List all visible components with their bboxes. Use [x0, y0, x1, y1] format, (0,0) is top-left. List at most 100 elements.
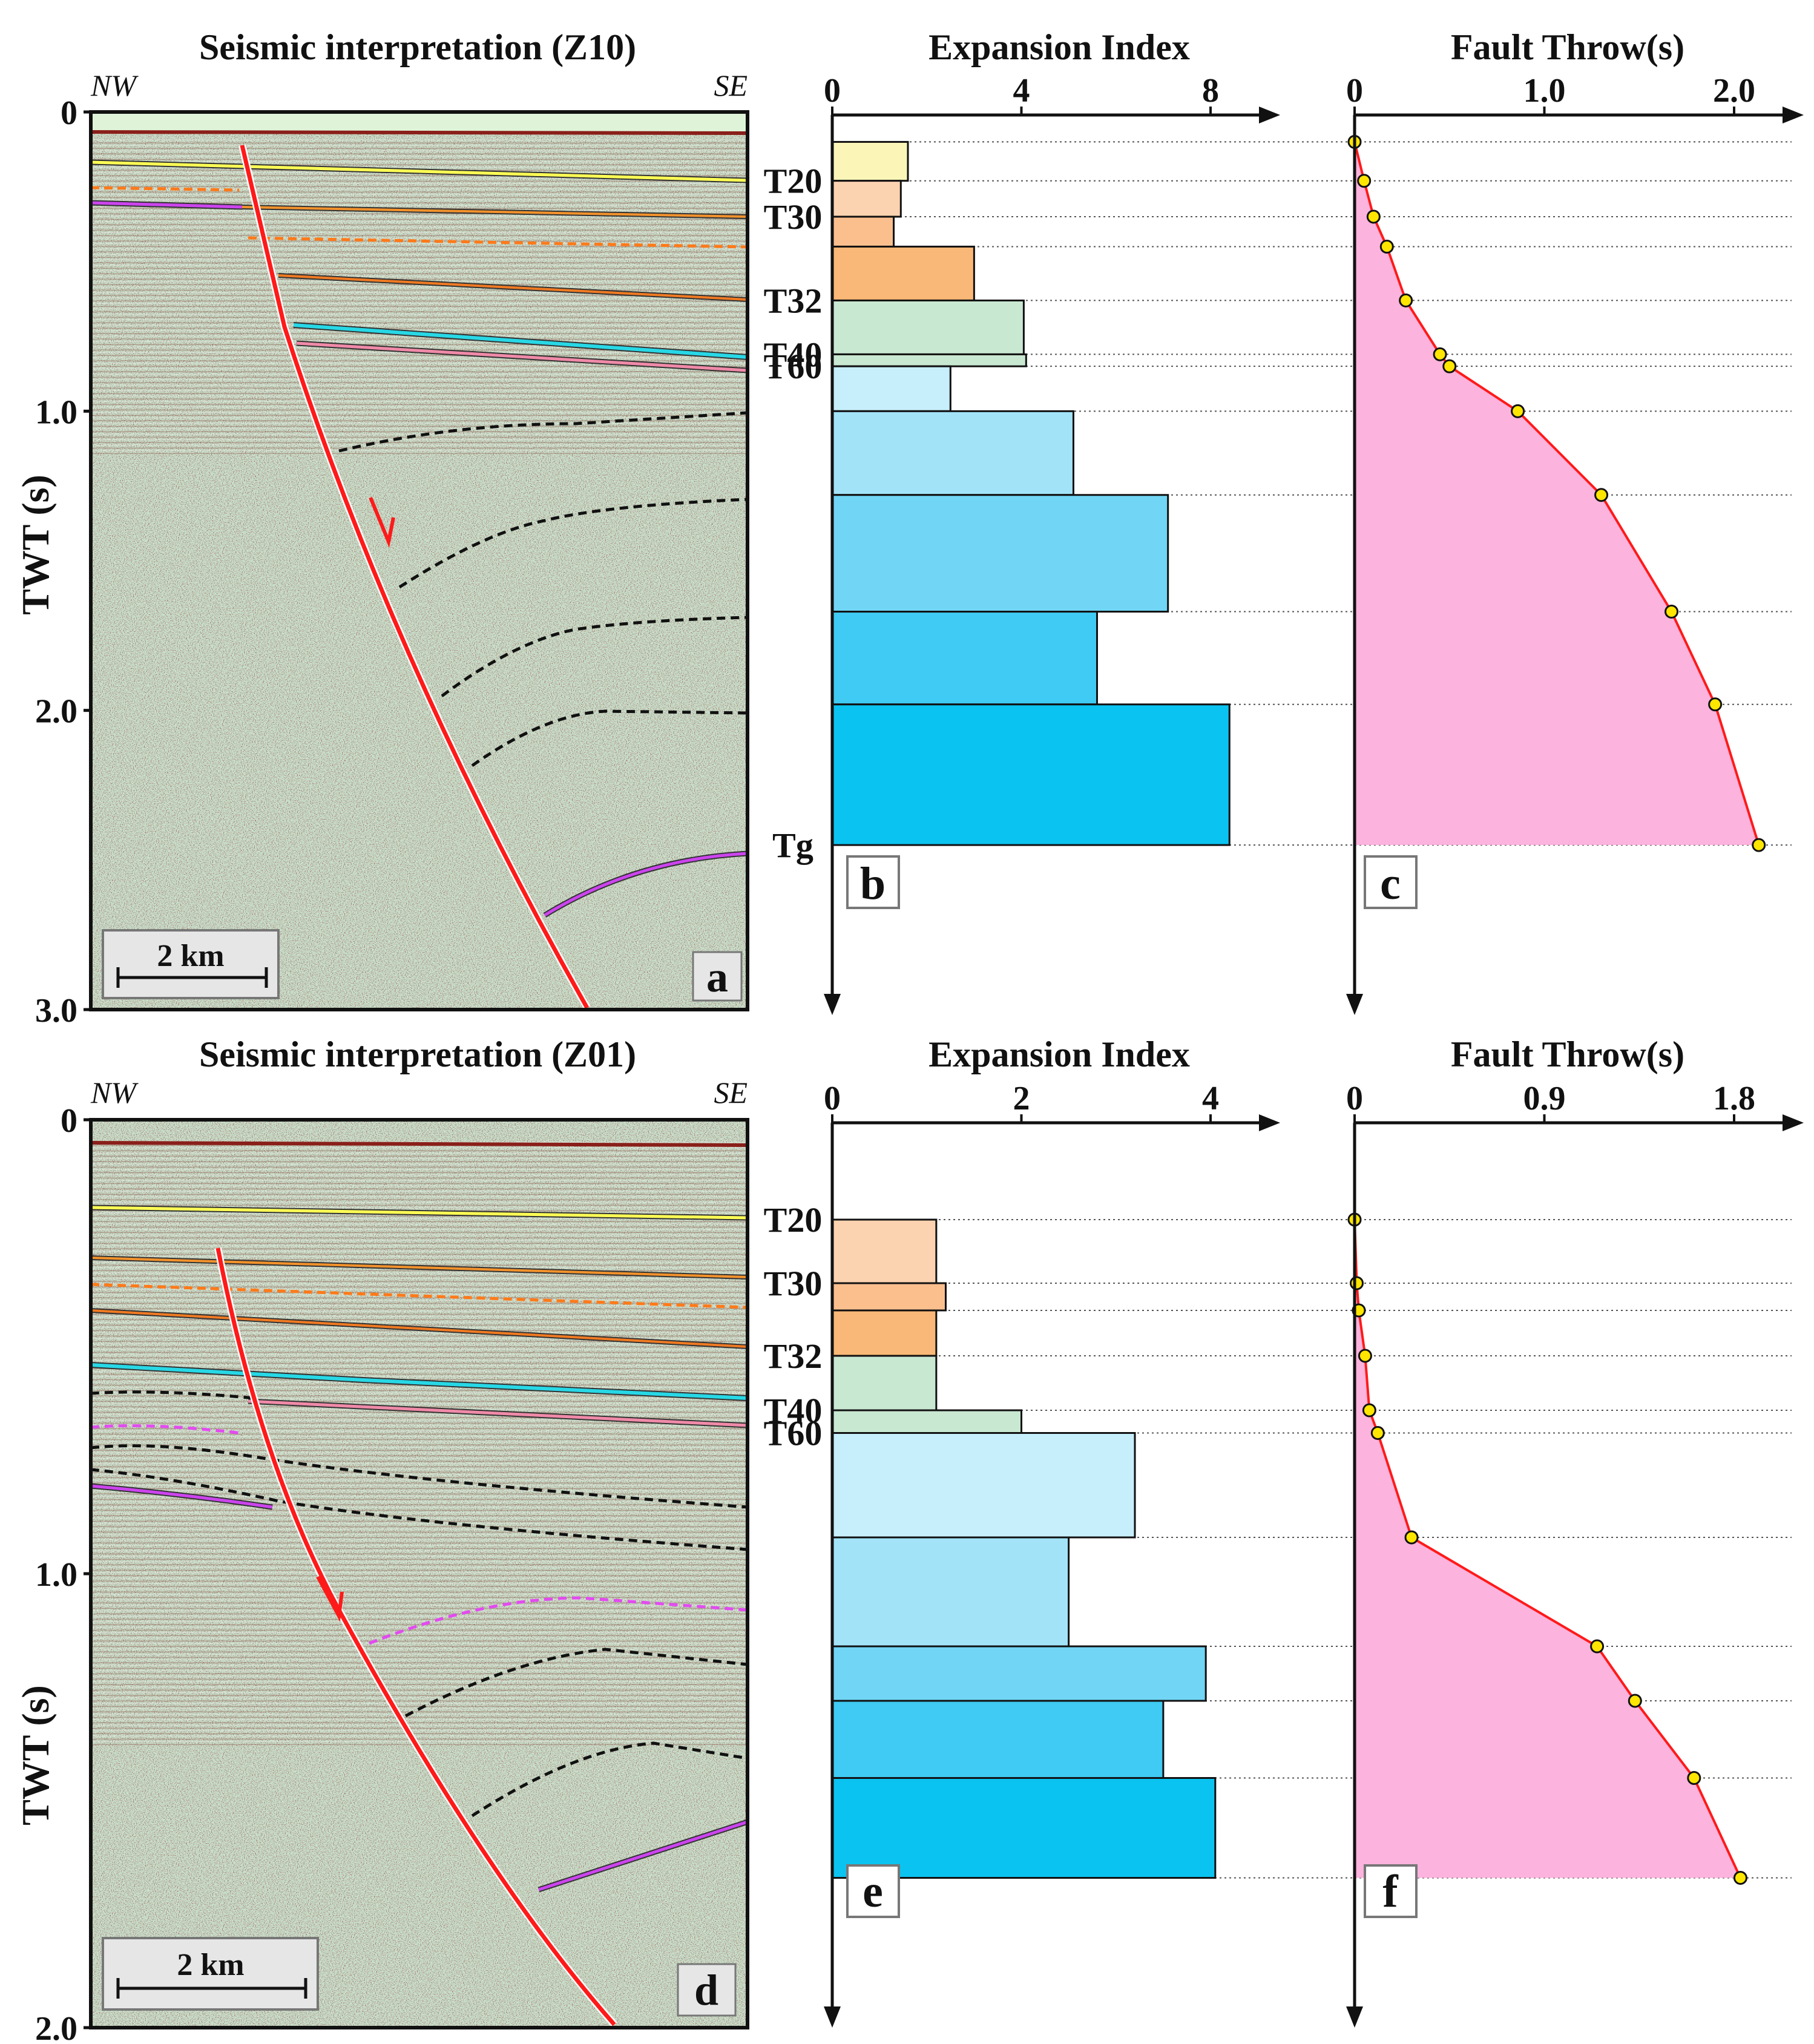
seismic-frame — [89, 1118, 749, 2029]
seismic-frame — [89, 110, 749, 1011]
horizon-label: T20 — [764, 1200, 823, 1240]
horizon-pink-core — [296, 341, 748, 372]
x-tick-label: 0 — [824, 1080, 841, 1117]
scale-box — [102, 1937, 319, 2011]
expansion-title: Expansion Index — [928, 27, 1190, 67]
x-axis-arrow — [1259, 107, 1280, 123]
horizon-yellow-core — [90, 160, 748, 182]
se-label: SE — [714, 1076, 748, 1109]
seismic-layering — [91, 1141, 748, 1746]
horizon-cyan-core — [293, 323, 748, 359]
x-tick-label: 2 — [1013, 1080, 1030, 1117]
horizon-orange-1-core — [242, 206, 748, 218]
throw-point — [1442, 359, 1457, 373]
y-tick-label: 0 — [61, 94, 77, 132]
horizon-label: T32 — [764, 1336, 823, 1376]
horizon-dash-2 — [90, 1444, 748, 1509]
y-tick-label: 1.0 — [35, 1556, 77, 1594]
panel-letter-box — [846, 855, 900, 909]
y-tick-label: 1.0 — [35, 393, 77, 431]
seismic-layering — [91, 139, 748, 454]
fault-line-core — [240, 145, 590, 1009]
horizon-label: T30 — [764, 1264, 823, 1303]
horizon-dash-5 — [471, 1741, 748, 1818]
nw-label: NW — [90, 68, 139, 102]
horizon-magenta-dash — [369, 1596, 748, 1645]
fault-throw-panel-f: Fault Throw(s) 0 0.9 1.8 f — [1346, 1034, 1804, 2028]
panel-letter-box — [677, 1963, 737, 2017]
horizon-label: T60 — [764, 347, 823, 386]
horizon-basement-core — [538, 1820, 748, 1891]
horizon-dash-4 — [404, 1648, 748, 1718]
y-tick-label: 0 — [61, 1102, 77, 1140]
throw-point — [1379, 239, 1394, 254]
expansion-bar — [831, 215, 895, 248]
x-tick-label: 0.9 — [1523, 1080, 1566, 1117]
panel-letter: c — [1380, 858, 1401, 909]
horizon-magenta-dash-left — [90, 1424, 243, 1435]
seafloor-band — [91, 112, 748, 131]
horizon-orange-dash — [90, 1283, 748, 1309]
x-tick-label: 8 — [1202, 72, 1219, 110]
throw-point — [1664, 605, 1679, 619]
throw-point — [1362, 1403, 1376, 1418]
expansion-bar — [831, 611, 1098, 706]
throw-point — [1366, 209, 1381, 224]
se-label: SE — [714, 68, 748, 102]
throw-title: Fault Throw(s) — [1451, 27, 1684, 67]
horizon-dash-1 — [90, 1390, 255, 1400]
expansion-bar — [831, 353, 1027, 367]
horizon-dash-2 — [398, 498, 748, 589]
horizon-orange-1-core — [90, 1257, 748, 1278]
expansion-bar — [831, 1700, 1165, 1779]
x-tick-label: 4 — [1202, 1080, 1219, 1117]
horizon-dash-4 — [471, 709, 748, 767]
throw-point — [1511, 404, 1525, 418]
horizon-basement-core — [544, 852, 748, 917]
y-axis-arrow — [1346, 2006, 1363, 2028]
x-tick-label: 2.0 — [1713, 72, 1755, 110]
panel-letter-box — [1364, 1864, 1418, 1918]
seafloor-reflector — [90, 1141, 748, 1147]
expansion-title: Expansion Index — [928, 1034, 1190, 1074]
expansion-bar — [831, 410, 1074, 496]
y-tick-label: 2.0 — [35, 693, 77, 731]
scale-box — [102, 929, 280, 999]
horizon-label: T30 — [764, 197, 823, 237]
expansion-bar — [831, 1282, 947, 1312]
expansion-bar — [831, 245, 975, 301]
horizon-pink-core — [248, 1399, 748, 1427]
throw-point — [1399, 293, 1413, 307]
horizon-orange-2-core — [278, 274, 748, 301]
throw-area — [1355, 142, 1759, 846]
horizon-cyan-core — [90, 1363, 748, 1400]
x-tick-label: 1.0 — [1523, 72, 1566, 110]
horizon-dash-3 — [90, 1468, 748, 1551]
seismic-panel-z10: Seismic interpretation (Z10) NW SE TWT (… — [14, 27, 749, 1030]
throw-point — [1687, 1771, 1701, 1785]
y-tick-label: 3.0 — [35, 992, 77, 1030]
throw-point — [1628, 1694, 1642, 1708]
panel-letter-box — [1364, 855, 1418, 909]
panel-letter: b — [860, 858, 886, 909]
seismic-title: Seismic interpretation (Z10) — [199, 27, 636, 67]
horizon-purple-left-core — [90, 201, 243, 209]
twt-axis-label: TWT (s) — [14, 1685, 57, 1825]
expansion-bar — [831, 1777, 1217, 1879]
throw-point — [1752, 838, 1766, 852]
throw-area — [1355, 1220, 1741, 1878]
panel-letter-box — [692, 951, 743, 1002]
horizon-label: T60 — [764, 1414, 823, 1453]
horizon-orange-dash-left — [90, 186, 240, 192]
horizon-orange-2-core — [90, 1309, 748, 1348]
panel-letter-box — [846, 1864, 900, 1918]
horizon-label: T40 — [764, 1391, 823, 1430]
fault-slip-arrow — [369, 496, 395, 548]
horizon-purple-left-core — [90, 1484, 273, 1509]
y-axis-arrow — [1346, 994, 1363, 1015]
horizon-yellow-core — [90, 1206, 748, 1220]
seismic-y-ticks: 0 1.0 2.0 — [35, 1102, 91, 2044]
